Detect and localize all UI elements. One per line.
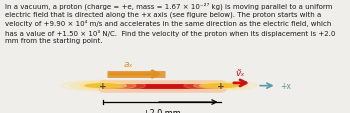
Circle shape xyxy=(61,80,146,91)
Text: +2.0 mm: +2.0 mm xyxy=(143,108,181,113)
Text: In a vacuum, a proton (charge = +e, mass = 1.67 × 10⁻²⁷ kg) is moving parallel t: In a vacuum, a proton (charge = +e, mass… xyxy=(5,2,335,44)
Circle shape xyxy=(184,81,257,91)
Circle shape xyxy=(201,83,240,88)
Circle shape xyxy=(80,83,126,89)
Circle shape xyxy=(71,82,136,90)
Circle shape xyxy=(194,82,247,89)
Text: +: + xyxy=(99,81,107,90)
Text: ṽₓ: ṽₓ xyxy=(236,68,245,77)
Text: +x: +x xyxy=(281,81,292,90)
Circle shape xyxy=(84,83,122,88)
Text: +: + xyxy=(217,81,224,90)
Circle shape xyxy=(199,83,241,89)
Text: aₓ: aₓ xyxy=(124,60,133,68)
